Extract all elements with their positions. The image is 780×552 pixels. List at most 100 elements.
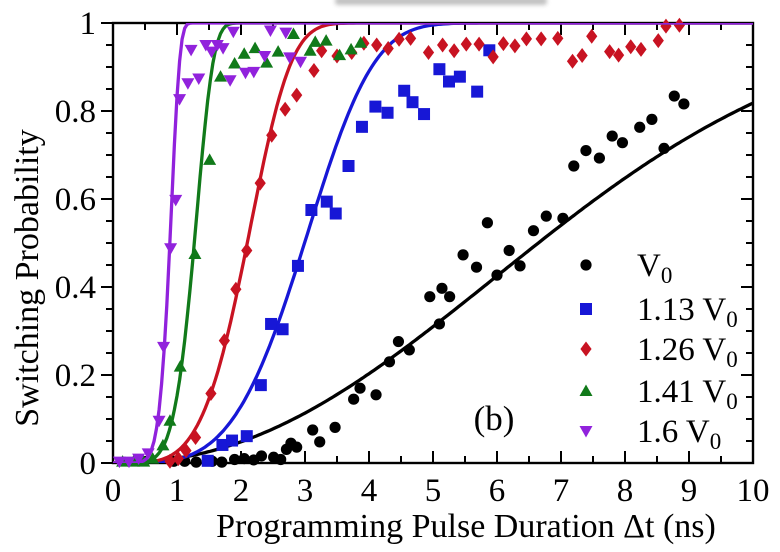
- x-tick-label: 8: [617, 473, 634, 509]
- 1-6-v0-point: [283, 52, 297, 64]
- 1-26-v0-point: [241, 242, 253, 258]
- v0-point: [348, 393, 360, 405]
- 1-6-v0-point: [164, 243, 178, 255]
- 1-26-v0-point: [422, 44, 435, 60]
- 1-6-v0-point: [181, 78, 195, 90]
- 1-13-v0-fit-curve: [113, 23, 753, 463]
- 1-13-v0-point: [381, 106, 394, 119]
- series-1-13-v0: [113, 23, 753, 467]
- 1-41-v0-point: [333, 48, 347, 61]
- 1-13-v0-point: [406, 96, 419, 109]
- v0-point: [646, 113, 658, 125]
- 1-13-v0-point: [433, 63, 446, 76]
- 1-13-v0-point: [355, 120, 368, 133]
- v0-point: [238, 453, 250, 465]
- 1-13-v0-point: [240, 430, 253, 443]
- 1-6-v0-point: [226, 26, 240, 39]
- 1-26-v0-point: [371, 37, 383, 53]
- 1-6-v0-point: [205, 46, 219, 59]
- 1-41-v0-point: [163, 414, 177, 426]
- 1-6-v0-point: [199, 40, 213, 52]
- legend-item-v0: V0: [580, 248, 672, 288]
- v0-point: [275, 453, 287, 466]
- 1-13-v0-point: [216, 438, 229, 451]
- v0-point: [314, 436, 326, 448]
- 1-6-v0-point: [247, 66, 261, 79]
- 1-13-v0-point: [342, 160, 355, 172]
- x-tick-label: 4: [361, 473, 378, 509]
- 1-41-v0-point: [344, 42, 358, 55]
- series-1-41-v0: [113, 23, 753, 467]
- 1-41-v0-point: [248, 41, 262, 54]
- 1-26-v0-point: [604, 44, 616, 60]
- 1-26-v0-point: [552, 30, 564, 46]
- legend-label-1-13-v0: 1.13 V0: [637, 292, 738, 332]
- legend-label-1-26-v0: 1.26 V0: [637, 332, 738, 372]
- 1-26-v0-point: [509, 38, 521, 54]
- series-1-6-v0: [112, 23, 753, 469]
- 1-26-v0-point: [535, 31, 547, 47]
- 1-13-v0-legend-marker-point: [580, 303, 592, 315]
- 1-26-v0-point: [520, 31, 533, 47]
- v0-point: [329, 421, 341, 433]
- v0-point: [568, 160, 580, 172]
- series-layer: [112, 17, 753, 469]
- 1-26-v0-point: [635, 41, 647, 57]
- 1-26-v0-point: [660, 18, 672, 34]
- 1-26-v0-point: [205, 385, 217, 401]
- 1-26-v0-point: [189, 429, 202, 445]
- legend: V01.13 V01.26 V01.41 V01.6 V0: [579, 248, 738, 454]
- 1-6-v0-point: [294, 56, 308, 69]
- 1-6-v0-point: [141, 448, 155, 460]
- 1-41-v0-point: [237, 47, 251, 59]
- 1-41-v0-point: [156, 438, 170, 451]
- 1-26-v0-point: [180, 443, 192, 459]
- 1-26-v0-point: [308, 63, 320, 79]
- v0-point: [424, 291, 436, 303]
- 1-13-v0-point: [291, 259, 304, 272]
- x-tick-label: 1: [169, 473, 186, 509]
- 1-26-v0-point: [254, 175, 266, 191]
- v0-legend-marker-point: [580, 259, 592, 271]
- 1-6-v0-point: [216, 43, 230, 55]
- v0-point: [403, 344, 415, 356]
- x-tick-label: 10: [737, 473, 770, 509]
- v0-point: [514, 260, 526, 272]
- 1-6-v0-point: [210, 40, 224, 52]
- y-tick-label: 0: [80, 446, 97, 482]
- 1-26-v0-point: [164, 453, 176, 469]
- 1-6-v0-point: [112, 456, 126, 469]
- axes-layer: 0 1 2 3 4 5 6 7 8 9 10 0 0.2 0.4 0.6 0.8 1: [55, 6, 770, 509]
- 1-41-v0-point: [308, 35, 322, 47]
- x-tick-label: 3: [297, 473, 314, 509]
- 1-13-v0-point: [254, 379, 267, 392]
- v0-point: [470, 261, 483, 273]
- 1-26-v0-point: [279, 101, 291, 117]
- 1-41-v0-fit-curve: [113, 23, 753, 463]
- legend-label-1-41-v0: 1.41 V0: [637, 374, 738, 414]
- 1-41-v0-point: [319, 34, 333, 46]
- 1-13-v0-point: [276, 323, 289, 336]
- 1-26-v0-point: [473, 36, 485, 52]
- legend-item-1-26-v0: 1.26 V0: [580, 332, 738, 372]
- v0-point: [616, 137, 629, 149]
- 1-26-v0-legend-marker-point: [580, 341, 592, 357]
- 1-41-v0-point: [188, 247, 202, 259]
- y-tick-label: 0.6: [55, 182, 96, 218]
- 1-13-v0-point: [226, 434, 239, 447]
- panel-label: (b): [474, 399, 515, 438]
- x-tick-label: 2: [233, 473, 250, 509]
- 1-26-v0-point: [652, 33, 664, 49]
- 1-6-v0-point: [192, 73, 206, 85]
- x-tick-label: 6: [489, 473, 506, 509]
- 1-26-v0-point: [230, 281, 242, 297]
- 1-26-v0-point: [576, 48, 588, 64]
- v0-point: [678, 98, 690, 110]
- 1-41-v0-point: [228, 56, 242, 69]
- x-axis-title: Programming Pulse Duration Δt (ns): [216, 508, 716, 545]
- legend-label-v0: V0: [637, 248, 672, 288]
- 1-13-v0-point: [320, 195, 333, 208]
- 1-13-v0-point: [453, 70, 466, 83]
- 1-26-v0-point: [497, 36, 509, 52]
- v0-point: [354, 382, 366, 394]
